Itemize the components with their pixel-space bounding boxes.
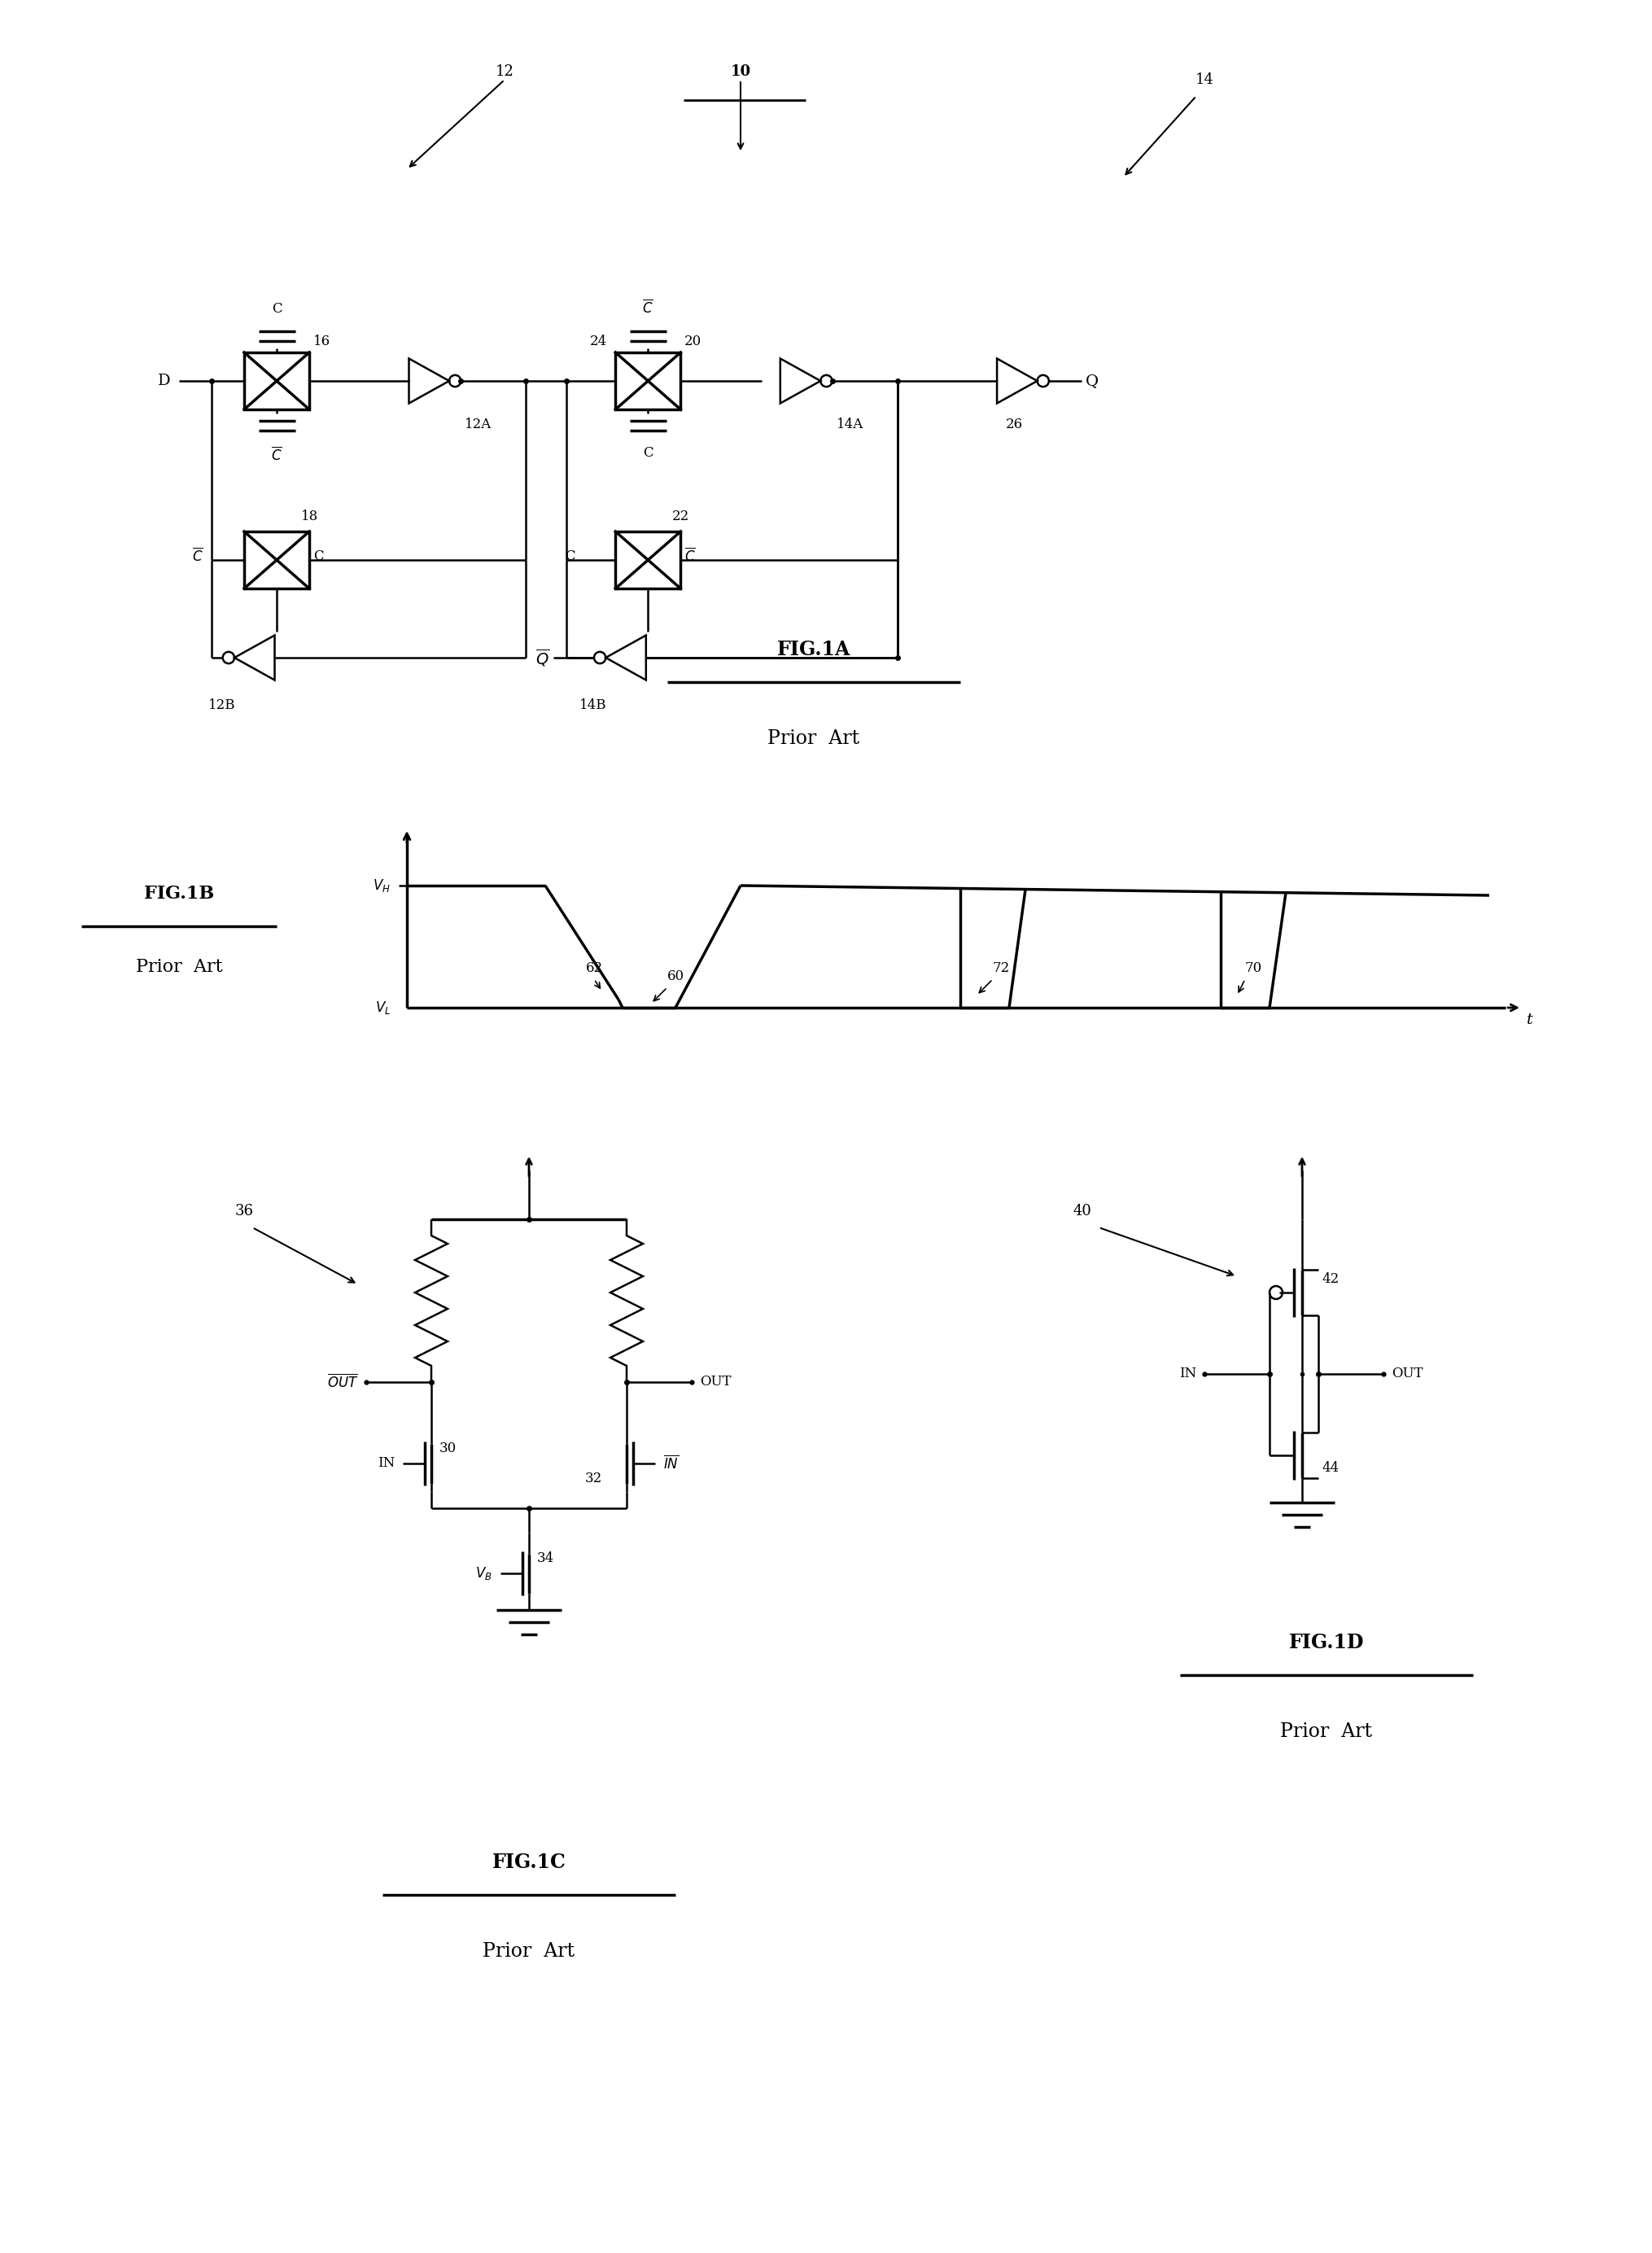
Text: Prior  Art: Prior Art [1280, 1724, 1371, 1742]
Text: 10: 10 [730, 65, 750, 79]
Text: 32: 32 [585, 1471, 601, 1485]
Text: $\overline{C}$: $\overline{C}$ [684, 547, 695, 566]
Text: $\overline{Q}$: $\overline{Q}$ [535, 647, 548, 669]
Text: 14B: 14B [580, 698, 606, 712]
Text: 12: 12 [496, 65, 514, 79]
Text: IN: IN [1178, 1368, 1196, 1381]
Text: 44: 44 [1322, 1462, 1338, 1476]
Text: 12B: 12B [208, 698, 235, 712]
Text: OUT: OUT [1391, 1368, 1422, 1381]
Text: $\overline{IN}$: $\overline{IN}$ [662, 1455, 679, 1471]
Text: $\overline{C}$: $\overline{C}$ [643, 300, 653, 315]
Text: FIG.1C: FIG.1C [492, 1852, 565, 1872]
Text: $V_B$: $V_B$ [476, 1566, 492, 1582]
Text: 30: 30 [439, 1442, 456, 1455]
Bar [244, 532, 309, 588]
Text: Prior  Art: Prior Art [768, 730, 859, 748]
Text: 72: 72 [993, 962, 1009, 976]
Text: C: C [643, 446, 653, 460]
Text: Prior  Art: Prior Art [482, 1942, 575, 1960]
Text: 22: 22 [672, 509, 689, 523]
Bar [615, 351, 681, 410]
Text: $V_L$: $V_L$ [375, 1000, 390, 1016]
Text: 60: 60 [667, 969, 684, 982]
Text: 14: 14 [1194, 72, 1213, 88]
Text: 70: 70 [1244, 962, 1262, 976]
Text: 24: 24 [590, 333, 606, 349]
Text: 18: 18 [301, 509, 319, 523]
Text: 62: 62 [586, 962, 603, 976]
Text: 36: 36 [235, 1203, 253, 1219]
Bar [615, 532, 681, 588]
Text: 20: 20 [684, 333, 702, 349]
Text: $\overline{C}$: $\overline{C}$ [271, 446, 282, 464]
Text: C: C [271, 302, 282, 315]
Text: Q: Q [1085, 374, 1099, 388]
Text: 34: 34 [537, 1552, 553, 1566]
Text: Prior  Art: Prior Art [135, 958, 223, 976]
Text: $V_H$: $V_H$ [373, 876, 390, 894]
Text: FIG.1A: FIG.1A [776, 640, 851, 660]
Text: 26: 26 [1006, 417, 1023, 430]
Text: $\overline{OUT}$: $\overline{OUT}$ [327, 1374, 358, 1390]
Text: C: C [565, 550, 575, 563]
Text: 40: 40 [1072, 1203, 1090, 1219]
Text: IN: IN [377, 1455, 395, 1471]
Text: FIG.1D: FIG.1D [1289, 1633, 1363, 1651]
Text: 14A: 14A [836, 417, 862, 430]
Text: 42: 42 [1322, 1273, 1338, 1286]
Bar [244, 351, 309, 410]
Text: $\overline{C}$: $\overline{C}$ [192, 547, 203, 566]
Text: OUT: OUT [699, 1374, 730, 1390]
Text: 12A: 12A [464, 417, 492, 430]
Text: 16: 16 [314, 333, 330, 349]
Text: t: t [1526, 1012, 1533, 1027]
Text: D: D [159, 374, 170, 388]
Text: C: C [314, 550, 324, 563]
Text: FIG.1B: FIG.1B [144, 885, 215, 903]
